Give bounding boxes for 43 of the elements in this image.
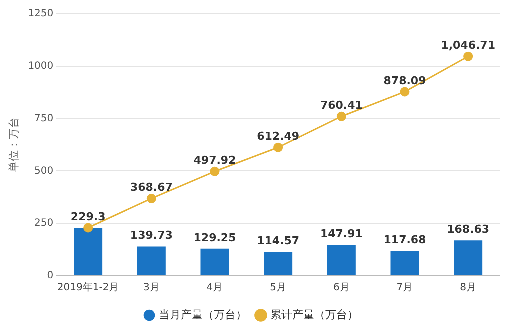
data-label: 878.09 (384, 74, 426, 88)
point (84, 223, 94, 233)
data-label: 229.3 (70, 210, 106, 224)
point (274, 142, 284, 152)
bar (74, 228, 103, 276)
data-label: 114.57 (257, 234, 300, 248)
bar (454, 240, 483, 276)
data-label: 117.68 (384, 234, 426, 247)
bar (264, 252, 293, 276)
x-tick-label: 3月 (143, 282, 160, 294)
bar (327, 245, 356, 276)
data-label: 168.63 (447, 223, 490, 236)
data-label: 368.67 (130, 181, 173, 194)
bar (137, 246, 166, 276)
y-axis-title: 单位：万台 (7, 118, 20, 172)
data-label: 147.91 (320, 227, 363, 240)
data-label: 760.41 (320, 98, 363, 112)
legend-label: 累计产量（万台） (270, 308, 358, 322)
data-label: 129.25 (194, 231, 236, 244)
legend-label: 当月产量（万台） (159, 308, 247, 322)
point (336, 112, 346, 122)
y-tick-label: 500 (34, 166, 54, 177)
bar (200, 248, 230, 276)
point (146, 194, 156, 204)
y-tick-label: 0 (47, 270, 54, 282)
point (400, 87, 410, 97)
x-tick-label: 7月 (396, 282, 414, 294)
x-tick-label: 5月 (270, 282, 287, 294)
point (464, 52, 474, 62)
x-tick-label: 8月 (460, 282, 477, 294)
x-tick-label: 6月 (333, 282, 350, 294)
data-label: 139.73 (130, 229, 173, 242)
y-tick-label: 1250 (28, 8, 54, 20)
y-tick-label: 250 (34, 218, 54, 230)
point (210, 166, 220, 176)
bar (390, 251, 420, 276)
x-tick-label: 2019年1-2月 (57, 282, 120, 294)
y-tick-label: 750 (34, 113, 54, 124)
x-tick-label: 4月 (206, 282, 224, 294)
y-tick-label: 1000 (28, 60, 54, 72)
data-label: 497.92 (194, 154, 236, 167)
data-label: 612.49 (257, 130, 300, 143)
data-label: 1,046.71 (441, 38, 496, 52)
